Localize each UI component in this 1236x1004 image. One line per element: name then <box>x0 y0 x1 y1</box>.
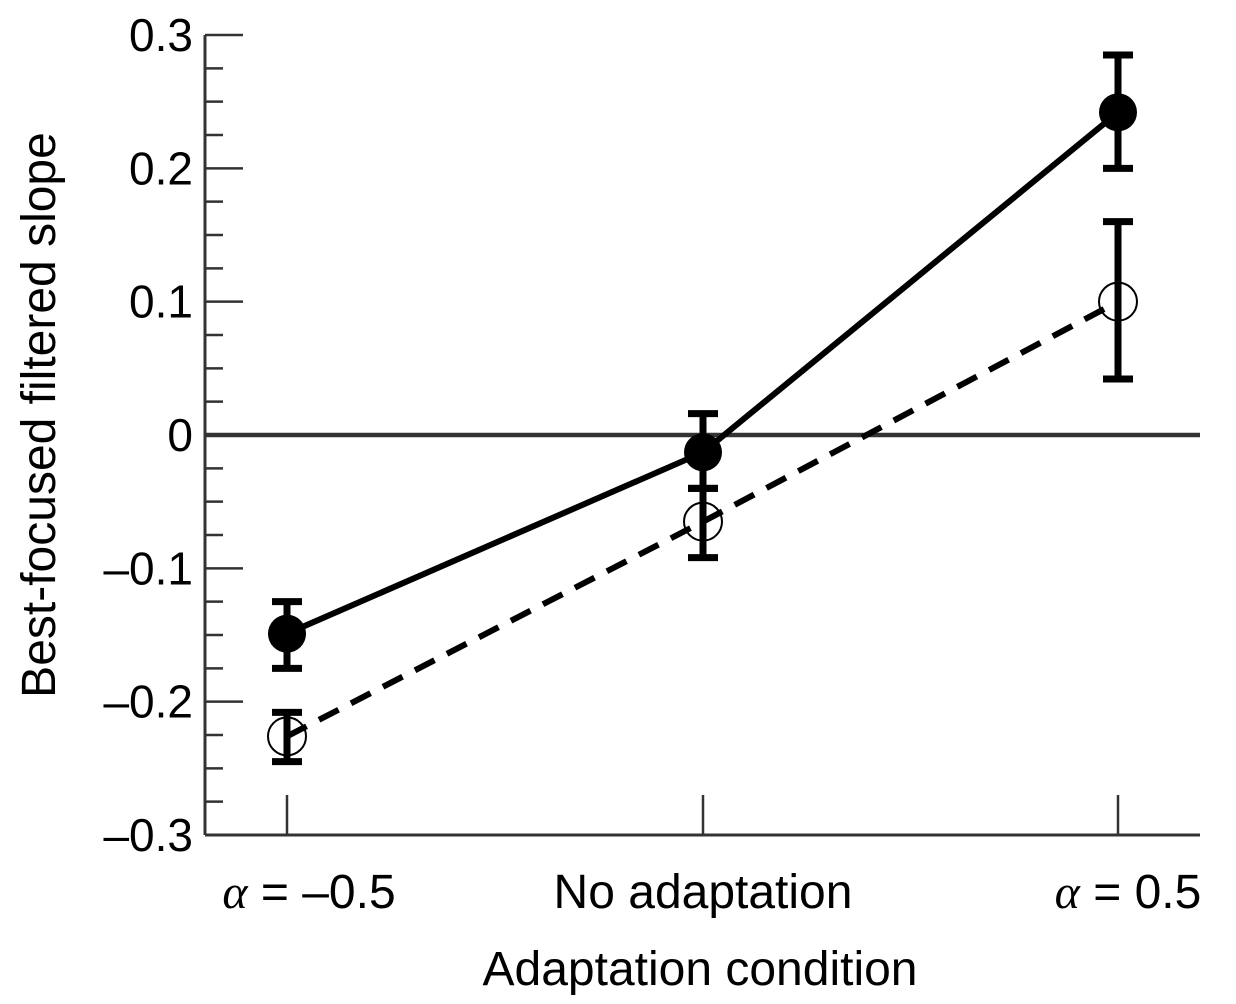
x-axis-title: Adaptation condition <box>483 943 918 996</box>
series-group <box>267 51 1138 766</box>
y-tick-label: –0.2 <box>103 676 193 728</box>
x-tick-label: α = 0.5 <box>1055 866 1202 919</box>
data-point <box>683 501 723 542</box>
alpha-symbol: α <box>1055 866 1081 919</box>
x-tick-label: No adaptation <box>554 866 853 919</box>
data-point <box>1098 281 1138 322</box>
series-solid <box>268 51 1137 672</box>
y-tick-label: 0.2 <box>129 142 193 194</box>
data-point <box>1099 93 1137 132</box>
data-point <box>267 716 307 757</box>
series-dashed <box>267 218 1138 766</box>
y-tick-label: –0.1 <box>103 542 193 594</box>
y-tick-label: 0 <box>167 409 193 461</box>
data-point <box>268 614 306 653</box>
x-tick-label-text: = –0.5 <box>248 866 396 919</box>
axes: –0.3 –0.2 –0.1 0 0.1 0.2 0.3 α = –0.5 No adaptat… <box>103 9 1201 919</box>
labels: Best-focused filtered slope Adaptation c… <box>13 132 918 996</box>
y-tick-label: 0.1 <box>129 276 193 328</box>
y-tick-label: –0.3 <box>103 809 193 861</box>
y-axis-title: Best-focused filtered slope <box>13 132 66 698</box>
alpha-symbol: α <box>222 866 248 919</box>
y-tick-label: 0.3 <box>129 9 193 61</box>
data-point <box>684 433 722 472</box>
x-tick-label: α = –0.5 <box>222 866 395 919</box>
x-tick-label-text: = 0.5 <box>1080 866 1201 919</box>
